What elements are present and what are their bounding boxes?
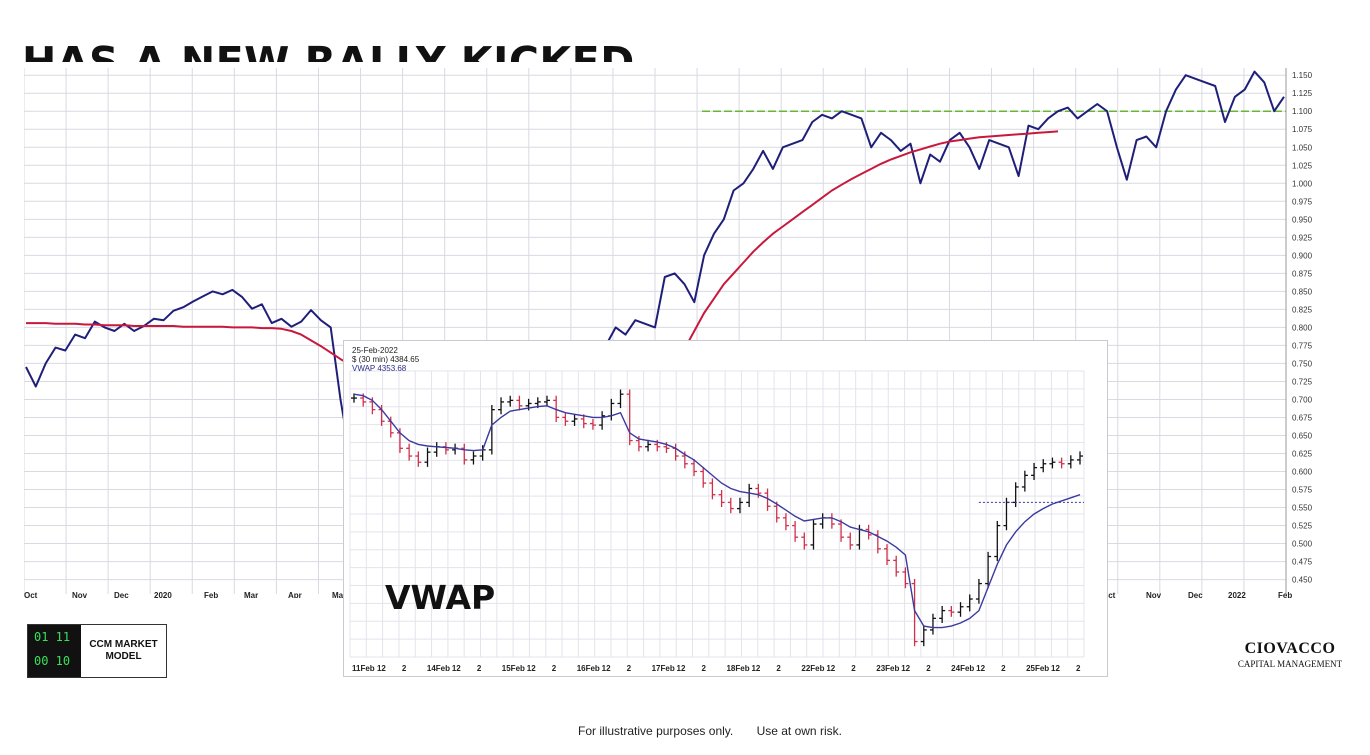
- footer-note-2: Use at own risk.: [756, 724, 842, 738]
- x-tick-label: 12: [527, 664, 536, 673]
- vwap-chart-date: 25-Feb-2022: [352, 346, 398, 355]
- x-tick-label: 2022: [1228, 591, 1246, 598]
- y-tick-label: 0.625: [1292, 449, 1313, 458]
- x-tick-label: Oct: [1102, 591, 1116, 598]
- x-tick-label: 11Feb: [352, 664, 375, 673]
- x-tick-label: 24Feb: [951, 664, 974, 673]
- x-tick-label: Oct: [24, 591, 38, 598]
- ccm-market-model-logo: 01 11 00 10 CCM MARKET MODEL: [27, 624, 167, 678]
- x-tick-label: 2: [627, 664, 632, 673]
- y-tick-label: 0.875: [1292, 269, 1313, 278]
- x-tick-label: Feb: [1278, 591, 1292, 598]
- y-tick-label: 1.050: [1292, 143, 1313, 152]
- ccm-logo-text: CCM MARKET MODEL: [89, 639, 158, 662]
- y-tick-label: 0.475: [1292, 558, 1313, 567]
- vwap-label: VWAP: [385, 578, 496, 617]
- x-tick-label: 15Feb: [502, 664, 525, 673]
- y-tick-label: 0.825: [1292, 305, 1313, 314]
- x-tick-label: 2: [926, 664, 931, 673]
- y-tick-label: 1.000: [1292, 179, 1313, 188]
- x-tick-label: Nov: [72, 591, 88, 598]
- vwap-line: [353, 393, 1081, 629]
- x-tick-label: 25Feb: [1026, 664, 1049, 673]
- ciovacco-logo: CIOVACCO CAPITAL MANAGEMENT: [1215, 640, 1365, 669]
- y-tick-label: 1.100: [1292, 107, 1313, 116]
- x-tick-label: 22Feb: [801, 664, 824, 673]
- y-tick-label: 0.600: [1292, 468, 1313, 477]
- x-tick-label: Apr: [288, 591, 302, 598]
- y-tick-label: 0.950: [1292, 215, 1313, 224]
- x-tick-label: Nov: [1146, 591, 1162, 598]
- x-tick-label: 2: [477, 664, 482, 673]
- y-tick-label: 0.575: [1292, 486, 1313, 495]
- y-tick-label: 0.700: [1292, 395, 1313, 404]
- x-tick-label: 12: [901, 664, 910, 673]
- x-tick-label: 12: [677, 664, 686, 673]
- y-tick-label: 1.075: [1292, 125, 1313, 134]
- x-tick-label: 12: [377, 664, 386, 673]
- vwap-chart-panel: 25-Feb-2022 $ (30 min) 4384.65 VWAP 4353…: [343, 340, 1108, 677]
- x-tick-label: Mar: [244, 591, 258, 598]
- vwap-chart-price: $ (30 min) 4384.65: [352, 355, 420, 364]
- footer-disclaimer: For illustrative purposes only. Use at o…: [0, 724, 1370, 738]
- y-tick-label: 0.525: [1292, 522, 1313, 531]
- ciovacco-name: CIOVACCO: [1244, 640, 1336, 657]
- vwap-chart-legend: VWAP 4353.68: [352, 364, 407, 373]
- x-tick-label: 12: [826, 664, 835, 673]
- x-tick-label: 14Feb: [427, 664, 450, 673]
- y-tick-label: 1.150: [1292, 71, 1313, 80]
- y-tick-label: 0.850: [1292, 287, 1313, 296]
- y-tick-label: 0.750: [1292, 359, 1313, 368]
- x-tick-label: Ma: [332, 591, 344, 598]
- x-tick-label: 23Feb: [876, 664, 899, 673]
- y-tick-label: 0.550: [1292, 504, 1313, 513]
- y-tick-label: 0.650: [1292, 431, 1313, 440]
- x-tick-label: 12: [1051, 664, 1060, 673]
- y-tick-label: 0.500: [1292, 540, 1313, 549]
- y-tick-label: 0.775: [1292, 341, 1313, 350]
- x-tick-label: Feb: [204, 591, 218, 598]
- binary-digits-icon: 01 11 00 10: [28, 625, 81, 677]
- vwap-chart-header: 25-Feb-2022 $ (30 min) 4384.65 VWAP 4353…: [352, 346, 419, 373]
- footer-note-1: For illustrative purposes only.: [578, 724, 734, 738]
- x-tick-label: 2020: [154, 591, 172, 598]
- vwap-chart: 11Feb 12 2 14Feb 12 2 15Feb 12 2 16Feb 12 2 17Feb 12 2…: [349, 370, 1085, 673]
- x-tick-label: 2: [552, 664, 557, 673]
- x-tick-label: 17Feb: [652, 664, 675, 673]
- y-tick-label: 0.800: [1292, 323, 1313, 332]
- y-tick-label: 0.975: [1292, 197, 1313, 206]
- y-tick-label: 0.675: [1292, 413, 1313, 422]
- y-tick-label: 0.925: [1292, 233, 1313, 242]
- x-tick-label: 12: [452, 664, 461, 673]
- x-tick-label: 2: [1076, 664, 1081, 673]
- x-tick-label: 18Feb: [726, 664, 749, 673]
- y-tick-label: 1.025: [1292, 161, 1313, 170]
- x-tick-label: 2: [702, 664, 707, 673]
- x-tick-label: 16Feb: [577, 664, 600, 673]
- y-tick-label: 1.125: [1292, 89, 1313, 98]
- x-tick-label: 2: [1001, 664, 1006, 673]
- x-tick-label: 2: [776, 664, 781, 673]
- x-tick-label: 2: [851, 664, 856, 673]
- x-tick-label: 2: [402, 664, 407, 673]
- y-tick-label: 0.725: [1292, 377, 1313, 386]
- x-tick-label: Dec: [1188, 591, 1203, 598]
- x-tick-label: 12: [751, 664, 760, 673]
- x-tick-label: 12: [602, 664, 611, 673]
- ciovacco-subtitle: CAPITAL MANAGEMENT: [1237, 659, 1343, 669]
- y-tick-label: 0.450: [1292, 576, 1313, 585]
- x-tick-label: Dec: [114, 591, 129, 598]
- x-tick-label: 12: [976, 664, 985, 673]
- y-tick-label: 0.900: [1292, 251, 1313, 260]
